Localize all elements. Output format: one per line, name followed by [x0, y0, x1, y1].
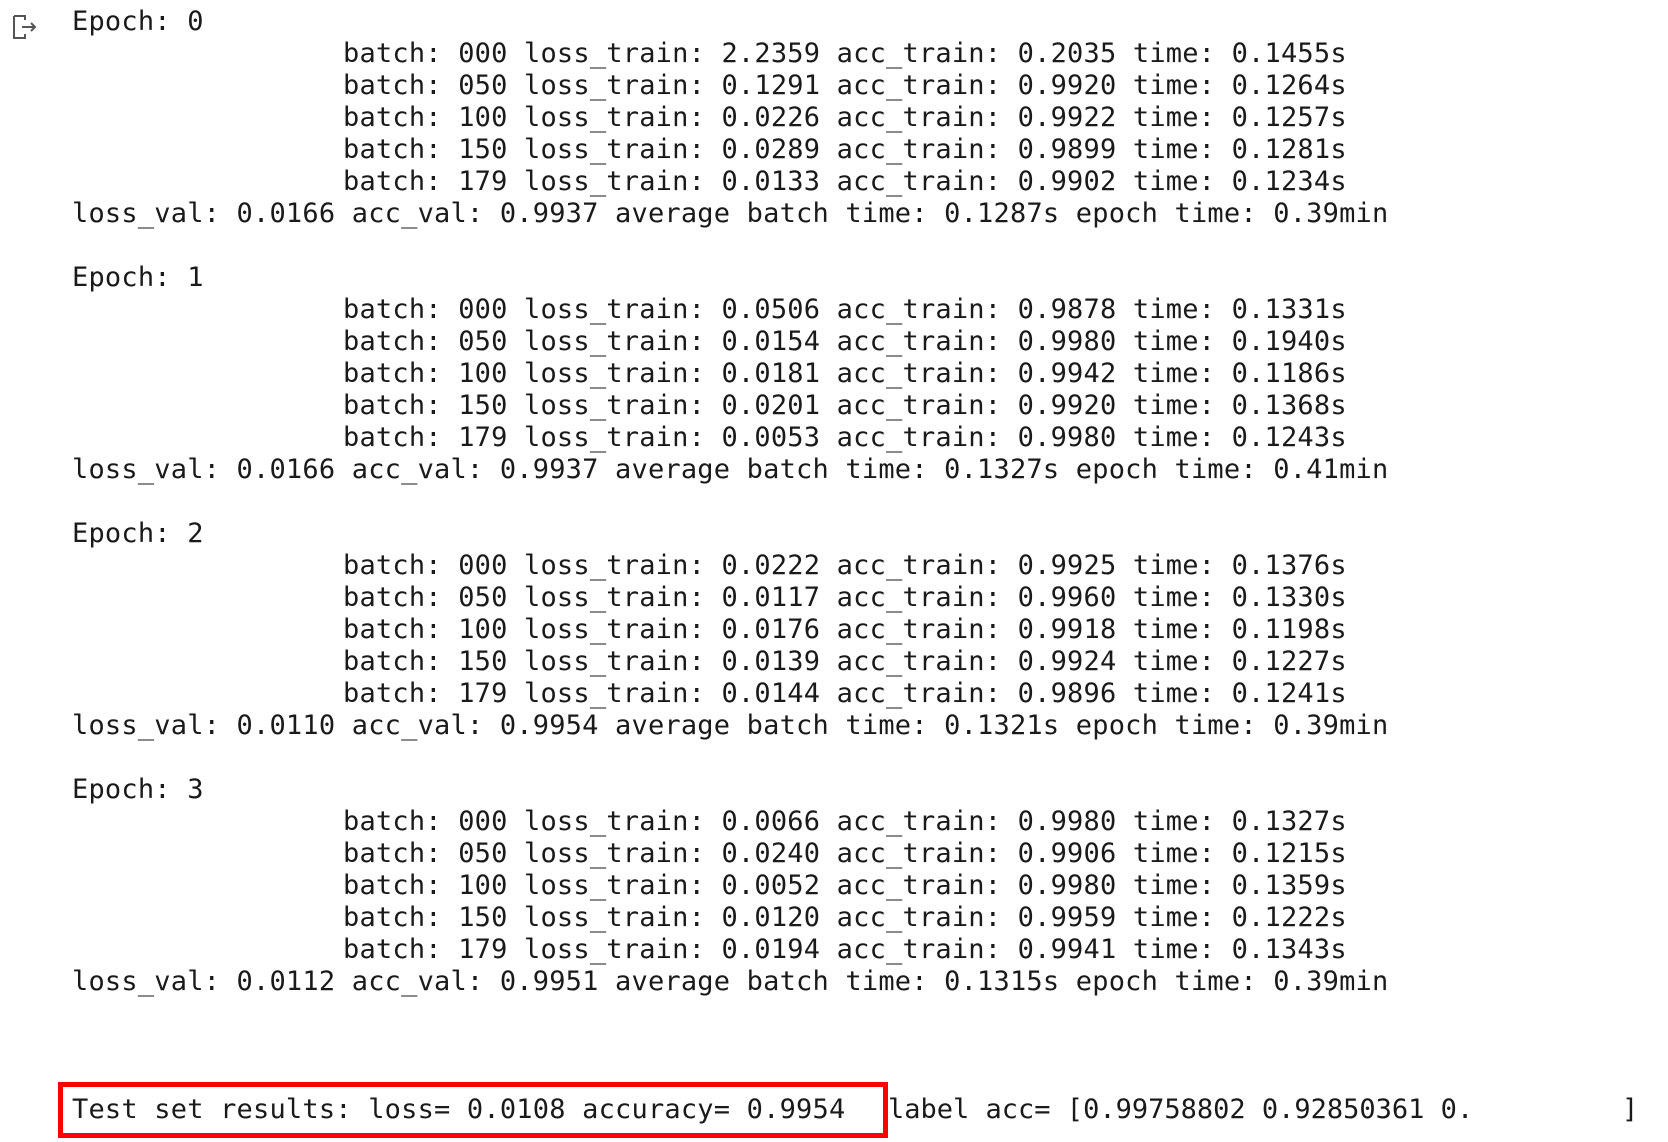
batch-log-line: batch: 150 loss_train: 0.0289 acc_train:… [343, 134, 1347, 165]
batch-log-line: batch: 179 loss_train: 0.0194 acc_train:… [343, 934, 1347, 965]
batch-log-line: batch: 100 loss_train: 0.0181 acc_train:… [343, 358, 1347, 389]
batch-log-line: batch: 150 loss_train: 0.0120 acc_train:… [343, 902, 1347, 933]
batch-log-line: batch: 179 loss_train: 0.0144 acc_train:… [343, 678, 1347, 709]
batch-log-line: batch: 050 loss_train: 0.0154 acc_train:… [343, 326, 1347, 357]
batch-log-line: batch: 000 loss_train: 0.0066 acc_train:… [343, 806, 1347, 837]
batch-log-line: batch: 050 loss_train: 0.1291 acc_train:… [343, 70, 1347, 101]
batch-log-line: batch: 000 loss_train: 0.0222 acc_train:… [343, 550, 1347, 581]
batch-log-line: batch: 050 loss_train: 0.0240 acc_train:… [343, 838, 1347, 869]
batch-log-line: batch: 179 loss_train: 0.0133 acc_train:… [343, 166, 1347, 197]
test-set-results: Test set results: loss= 0.0108 accuracy=… [72, 1094, 846, 1125]
batch-log-line: batch: 150 loss_train: 0.0139 acc_train:… [343, 646, 1347, 677]
label-accuracy-array: label acc= [0.99758802 0.92850361 0. [888, 1094, 1474, 1125]
batch-log-line: batch: 000 loss_train: 2.2359 acc_train:… [343, 38, 1347, 69]
batch-log-line: batch: 179 loss_train: 0.0053 acc_train:… [343, 422, 1347, 453]
output-redirect-icon[interactable] [10, 12, 40, 42]
batch-log-line: batch: 100 loss_train: 0.0176 acc_train:… [343, 614, 1347, 645]
label-accuracy-close-bracket: ] [1622, 1094, 1639, 1125]
epoch-summary: loss_val: 0.0110 acc_val: 0.9954 average… [72, 710, 1389, 741]
batch-log-line: batch: 050 loss_train: 0.0117 acc_train:… [343, 582, 1347, 613]
batch-log-line: batch: 100 loss_train: 0.0226 acc_train:… [343, 102, 1347, 133]
epoch-summary: loss_val: 0.0112 acc_val: 0.9951 average… [72, 966, 1389, 997]
batch-log-line: batch: 000 loss_train: 0.0506 acc_train:… [343, 294, 1347, 325]
batch-log-line: batch: 100 loss_train: 0.0052 acc_train:… [343, 870, 1347, 901]
epoch-summary: loss_val: 0.0166 acc_val: 0.9937 average… [72, 198, 1389, 229]
epoch-header: Epoch: 2 [72, 518, 204, 549]
epoch-header: Epoch: 1 [72, 262, 204, 293]
epoch-summary: loss_val: 0.0166 acc_val: 0.9937 average… [72, 454, 1389, 485]
batch-log-line: batch: 150 loss_train: 0.0201 acc_train:… [343, 390, 1347, 421]
epoch-header: Epoch: 3 [72, 774, 204, 805]
epoch-header: Epoch: 0 [72, 6, 204, 37]
